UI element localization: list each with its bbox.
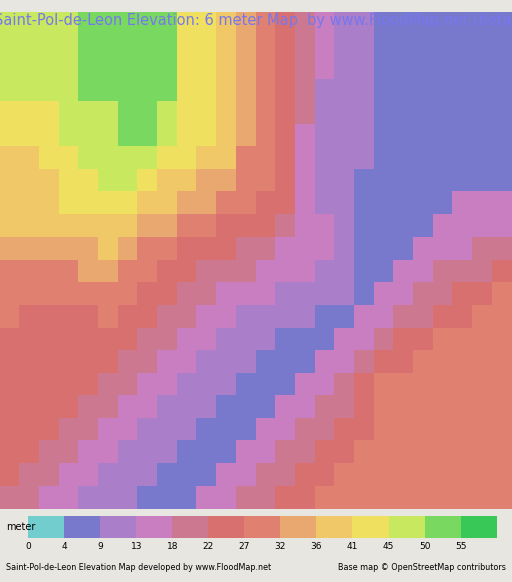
Text: 27: 27 [239,542,250,551]
Text: 55: 55 [455,542,466,551]
Bar [208,516,244,538]
Bar [316,516,352,538]
Bar [461,516,497,538]
Bar [389,516,424,538]
Text: 32: 32 [275,542,286,551]
Bar [424,516,461,538]
Text: Saint-Pol-de-Leon Elevation Map developed by www.FloodMap.net: Saint-Pol-de-Leon Elevation Map develope… [6,563,271,572]
Text: 41: 41 [347,542,358,551]
Bar [136,516,173,538]
Text: 36: 36 [311,542,322,551]
Bar [100,516,136,538]
Text: Saint-Pol-de-Leon Elevation: 6 meter Map  by www.FloodMap.net (beta): Saint-Pol-de-Leon Elevation: 6 meter Map… [0,13,512,28]
Bar [244,516,281,538]
Text: 18: 18 [166,542,178,551]
Text: meter: meter [6,522,35,533]
Text: 50: 50 [419,542,430,551]
Text: 9: 9 [97,542,103,551]
Text: 13: 13 [131,542,142,551]
Text: 22: 22 [203,542,214,551]
Bar [64,516,100,538]
Bar [352,516,389,538]
Text: 45: 45 [383,542,394,551]
Bar [28,516,64,538]
Bar [173,516,208,538]
Text: Base map © OpenStreetMap contributors: Base map © OpenStreetMap contributors [338,563,506,572]
Text: 4: 4 [61,542,67,551]
Bar [281,516,316,538]
Text: 0: 0 [25,542,31,551]
